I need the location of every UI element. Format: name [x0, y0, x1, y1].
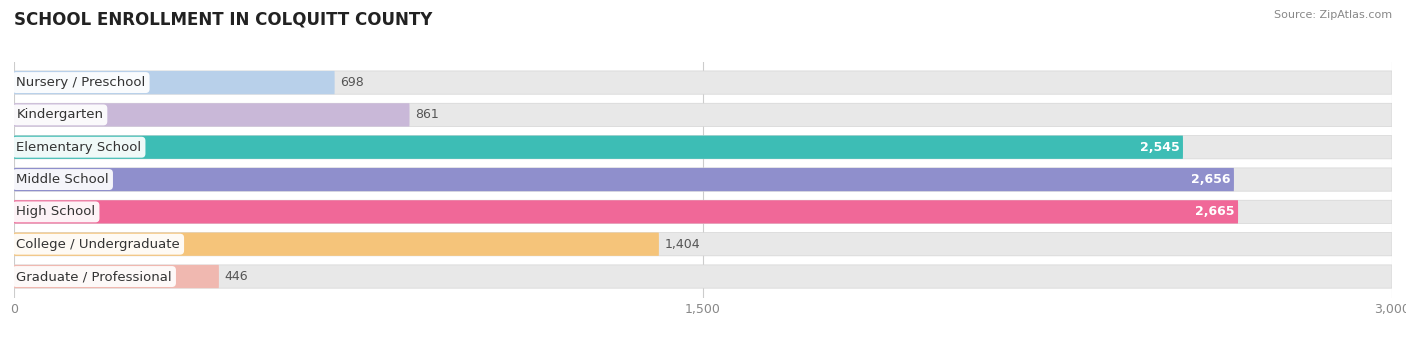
Text: 861: 861: [415, 108, 439, 121]
FancyBboxPatch shape: [14, 233, 659, 256]
FancyBboxPatch shape: [14, 200, 1239, 224]
FancyBboxPatch shape: [14, 71, 1392, 94]
Text: 446: 446: [225, 270, 247, 283]
FancyBboxPatch shape: [14, 200, 1392, 224]
FancyBboxPatch shape: [14, 168, 1234, 191]
FancyBboxPatch shape: [14, 265, 219, 288]
Text: Kindergarten: Kindergarten: [17, 108, 104, 121]
Text: 2,665: 2,665: [1195, 206, 1234, 219]
Text: Source: ZipAtlas.com: Source: ZipAtlas.com: [1274, 10, 1392, 20]
FancyBboxPatch shape: [14, 233, 1392, 256]
Text: SCHOOL ENROLLMENT IN COLQUITT COUNTY: SCHOOL ENROLLMENT IN COLQUITT COUNTY: [14, 10, 433, 28]
Text: 698: 698: [340, 76, 364, 89]
Text: Nursery / Preschool: Nursery / Preschool: [17, 76, 146, 89]
FancyBboxPatch shape: [14, 168, 1392, 191]
Text: 2,656: 2,656: [1191, 173, 1230, 186]
Text: College / Undergraduate: College / Undergraduate: [17, 238, 180, 251]
FancyBboxPatch shape: [14, 103, 409, 127]
Text: 2,545: 2,545: [1139, 141, 1180, 154]
FancyBboxPatch shape: [14, 135, 1392, 159]
FancyBboxPatch shape: [14, 103, 1392, 127]
Text: High School: High School: [17, 206, 96, 219]
FancyBboxPatch shape: [14, 135, 1182, 159]
Text: 1,404: 1,404: [665, 238, 700, 251]
FancyBboxPatch shape: [14, 265, 1392, 288]
FancyBboxPatch shape: [14, 71, 335, 94]
Text: Elementary School: Elementary School: [17, 141, 142, 154]
Text: Graduate / Professional: Graduate / Professional: [17, 270, 172, 283]
Text: Middle School: Middle School: [17, 173, 110, 186]
